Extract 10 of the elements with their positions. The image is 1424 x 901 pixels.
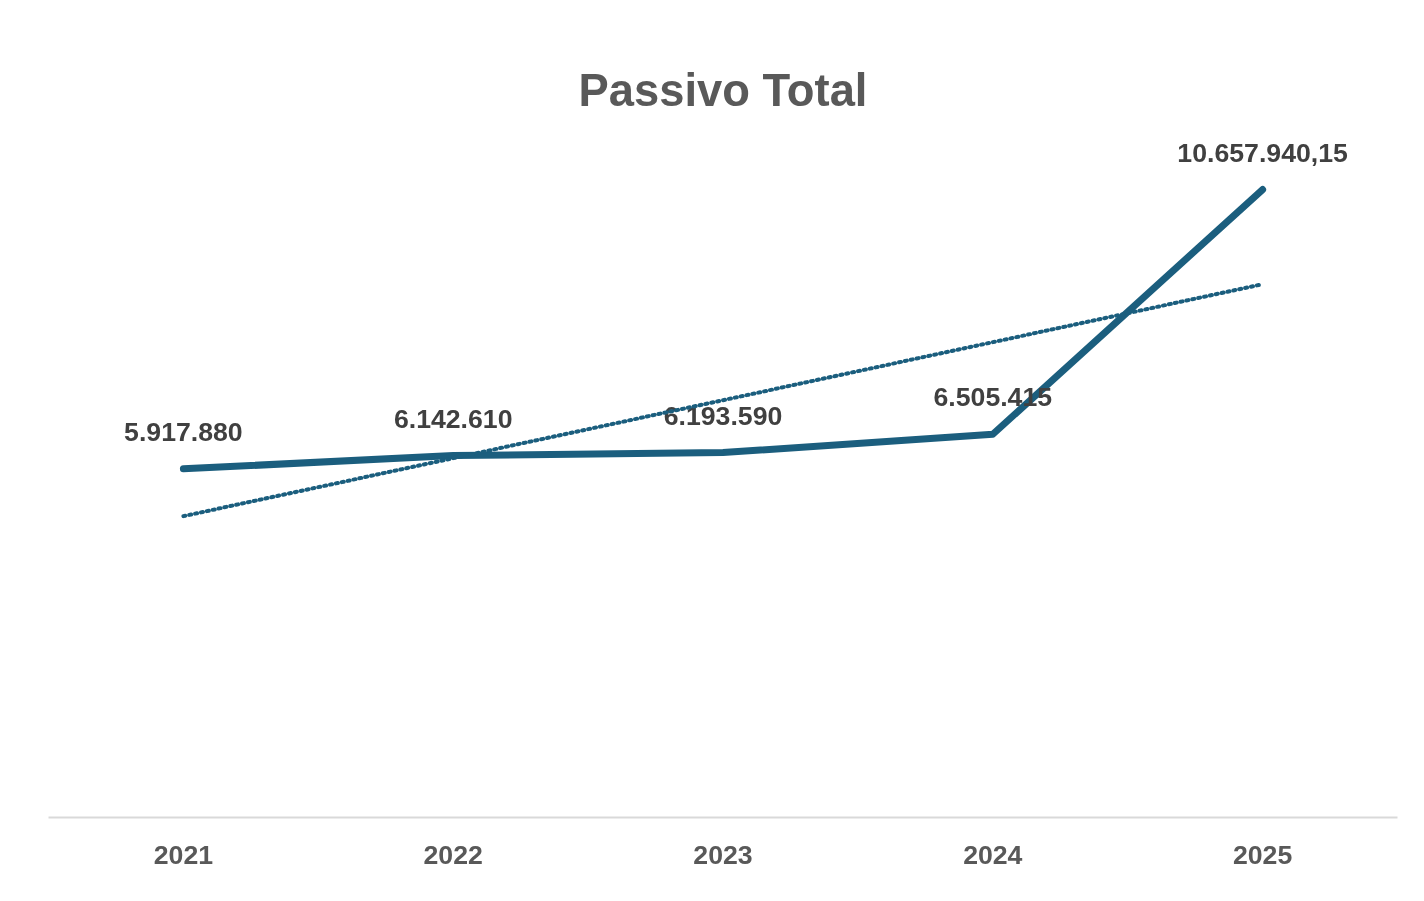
data-label: 6.142.610 bbox=[393, 403, 513, 434]
x-tick-label: 2022 bbox=[423, 839, 483, 870]
data-label: 6.193.590 bbox=[663, 400, 783, 431]
x-tick-label: 2024 bbox=[963, 839, 1023, 870]
chart-title: Passivo Total bbox=[578, 64, 868, 116]
x-tick-label: 2021 bbox=[153, 839, 214, 870]
x-tick-label: 2023 bbox=[693, 839, 753, 870]
data-label: 5.917.880 bbox=[124, 416, 243, 447]
data-label: 10.657.940,15 bbox=[1177, 137, 1349, 168]
x-tick-label: 2025 bbox=[1232, 839, 1293, 870]
